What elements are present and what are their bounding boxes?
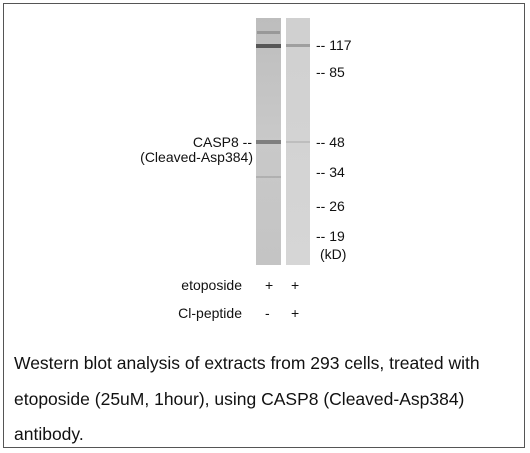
treatment-sign: - [265,305,270,321]
treatment-name: etoposide [181,277,242,293]
band [256,176,281,178]
band [286,44,310,47]
marker-label: -- 48 [316,134,345,150]
treatment-sign: + [265,277,274,293]
blot-image [256,18,310,265]
caption: Western blot analysis of extracts from 2… [14,353,480,444]
marker-label: -- 34 [316,164,345,180]
band [286,141,310,143]
treatment-sign: + [291,305,300,321]
marker-label: -- 85 [316,64,345,80]
marker-label: -- 19 [316,228,345,244]
band [256,140,281,144]
band-label: (Cleaved-Asp384) [140,149,253,165]
band [256,44,281,48]
band-label: CASP8 -- [192,134,252,150]
treatment-sign: + [291,277,300,293]
treatment-name: Cl-peptide [178,305,242,321]
marker-label: -- 117 [316,37,352,53]
unit-label: (kD) [320,246,347,262]
figure-frame [3,3,525,448]
band [257,31,280,34]
marker-label: -- 26 [316,198,345,214]
